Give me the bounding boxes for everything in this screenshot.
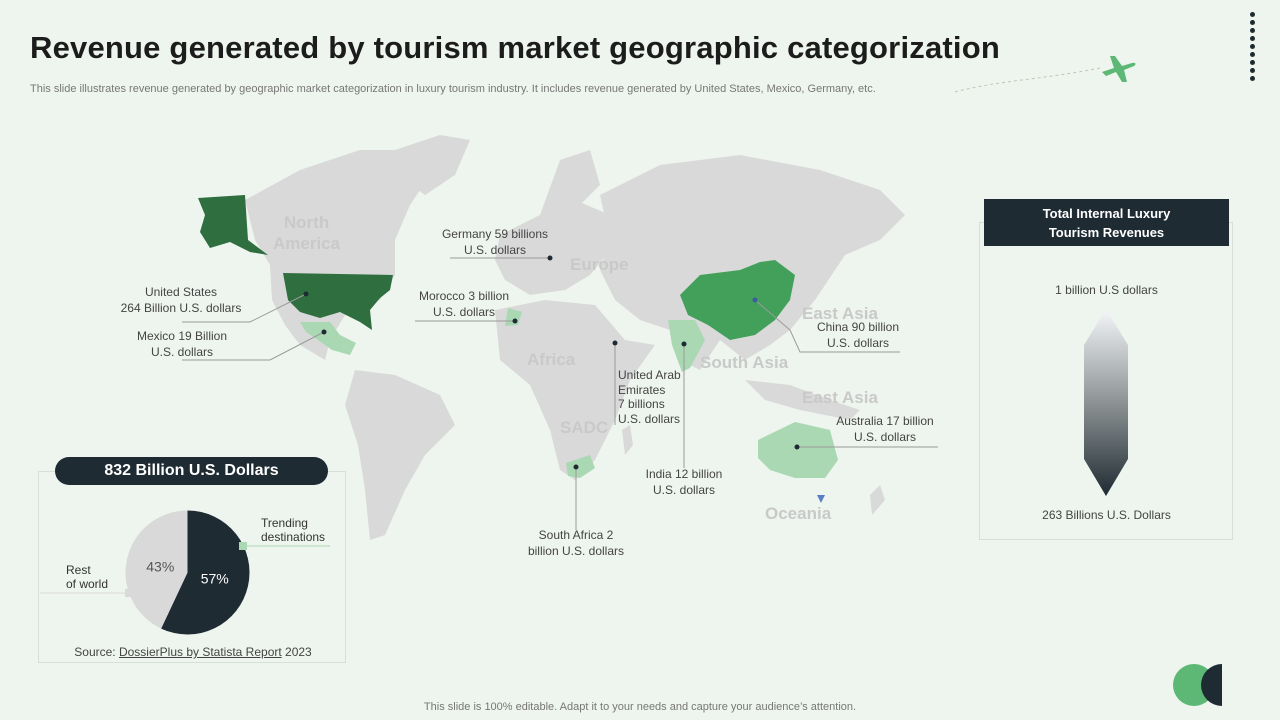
europe-landmass (495, 200, 615, 295)
label-uae: United Arab Emirates 7 billions U.S. dollar… (618, 368, 681, 426)
label-south-africa: South Africa 2 billion U.S. dollars (527, 528, 625, 558)
marker-india (681, 341, 687, 347)
pie-chart: 57% 43% (125, 510, 250, 635)
india-shape (668, 320, 705, 372)
southeast-asia-landmass (745, 380, 860, 420)
marker-germany (547, 255, 553, 261)
pie-panel-heading: 832 Billion U.S. Dollars (55, 457, 328, 485)
region-north-america: North America (273, 213, 341, 253)
callout-marker-rest (125, 589, 133, 597)
tasmania-shape (817, 495, 825, 503)
region-south-asia: South Asia (700, 353, 789, 372)
label-germany: Germany 59 billions U.S. dollars (441, 227, 549, 257)
revenue-scale-top: 1 billion U.S dollars (1055, 283, 1158, 297)
footer-note: This slide is 100% editable. Adapt it to… (423, 701, 857, 713)
south-africa-shape (566, 455, 595, 478)
pie-label-trending: Trending destinations (261, 516, 326, 544)
mexico-shape (300, 322, 356, 355)
revenue-scale-bottom: 263 Billions U.S. Dollars (1042, 508, 1171, 522)
australia-shape (758, 422, 838, 478)
marker-morocco (512, 318, 518, 324)
label-mexico: Mexico 19 Billion U.S. dollars (136, 329, 228, 359)
label-china: China 90 billion U.S. dollars (816, 320, 900, 350)
south-america-landmass (345, 370, 455, 540)
pie-slice-rest (125, 510, 188, 629)
land-masses (245, 135, 905, 540)
alaska-shape (198, 195, 268, 255)
revenue-panel-heading: Total Internal Luxury Tourism Revenues (984, 199, 1229, 246)
greenland-landmass (395, 135, 470, 195)
marker-south-africa (573, 464, 579, 470)
region-east-asia-1: East Asia (802, 304, 878, 323)
marker-usa (303, 291, 309, 297)
source-link[interactable]: DossierPlus by Statista Report (118, 645, 282, 659)
region-east-asia-2: East Asia (802, 388, 878, 407)
label-morocco: Morocco 3 billion U.S. dollars (418, 289, 510, 319)
label-australia: Australia 17 billion U.S. dollars (836, 414, 934, 444)
china-shape (680, 260, 795, 340)
pie-value-label-rest: 43% (146, 558, 174, 574)
page-title: Revenue generated by tourism market geog… (30, 30, 1001, 65)
vertical-dots-icon (1249, 12, 1257, 84)
scandinavia-landmass (540, 150, 600, 215)
airplane-icon (1102, 56, 1136, 82)
flight-path (954, 67, 1101, 93)
source-line: Source: DossierPlus by Statista Report 2… (74, 645, 312, 659)
region-europe: Europe (570, 255, 629, 274)
location-markers (303, 255, 800, 470)
marker-mexico (321, 329, 327, 335)
marker-uae (612, 340, 618, 346)
new-zealand-landmass (870, 485, 885, 515)
usa-shape (283, 273, 393, 330)
madagascar-landmass (622, 425, 633, 455)
region-africa: Africa (527, 350, 576, 369)
revenue-gradient-diamond (1084, 309, 1128, 496)
decorative-circles (1173, 664, 1222, 706)
region-oceania: Oceania (765, 504, 832, 523)
leader-lines (182, 257, 938, 530)
marker-australia (794, 444, 800, 450)
pie-label-rest: Rest of world (66, 563, 109, 591)
callout-marker-trending (239, 542, 247, 550)
label-india: India 12 billion U.S. dollars (645, 467, 723, 497)
region-sadc: SADC (560, 418, 609, 437)
asia-landmass (600, 155, 905, 370)
label-united-states: United States 264 Billion U.S. dollars (120, 285, 242, 315)
north-america-landmass (245, 150, 430, 360)
pie-value-label-trending: 57% (201, 571, 229, 587)
marker-china (752, 297, 758, 303)
pie-callouts (40, 542, 330, 597)
pie-slice-trending (161, 510, 250, 635)
page-subtitle: This slide illustrates revenue generated… (30, 83, 876, 95)
